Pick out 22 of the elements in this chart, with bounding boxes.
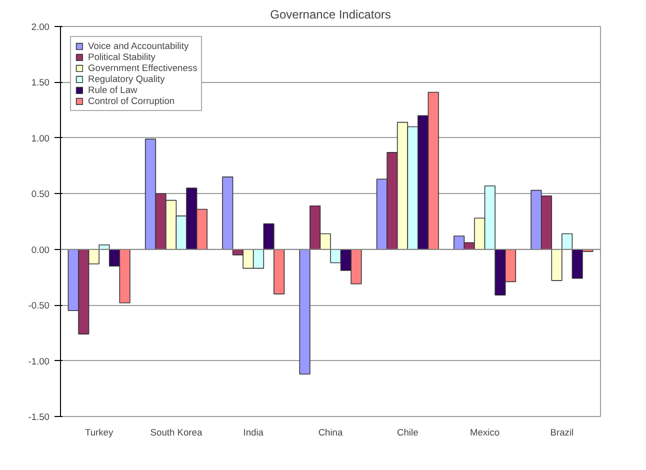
x-tick-label: South Korea xyxy=(150,428,203,438)
x-tick-label: Chile xyxy=(397,428,418,438)
y-tick-label: 1.50 xyxy=(31,78,50,88)
x-tick-label: India xyxy=(243,428,264,438)
y-tick-label: -1.00 xyxy=(28,356,50,366)
legend-label: Government Effectiveness xyxy=(88,63,198,73)
y-tick-label: 2.00 xyxy=(31,22,50,32)
y-tick-label: -1.50 xyxy=(28,412,50,422)
x-tick-label: Brazil xyxy=(550,428,574,438)
y-tick-label: 1.00 xyxy=(31,133,50,144)
legend-label: Regulatory Quality xyxy=(88,74,165,84)
x-tick-label: China xyxy=(318,428,344,438)
y-tick-label: 0.50 xyxy=(31,189,50,200)
y-tick-label: -0.50 xyxy=(28,300,50,311)
x-tick-label: Turkey xyxy=(84,428,114,438)
chart-title: Governance Indicators xyxy=(270,8,391,22)
x-tick-label: Mexico xyxy=(470,428,500,438)
y-tick-label: 0.00 xyxy=(31,244,50,255)
legend-label: Voice and Accountability xyxy=(88,41,189,51)
legend-label: Rule of Law xyxy=(88,85,138,95)
legend-label: Political Stability xyxy=(88,52,156,62)
legend-label: Control of Corruption xyxy=(88,96,175,106)
